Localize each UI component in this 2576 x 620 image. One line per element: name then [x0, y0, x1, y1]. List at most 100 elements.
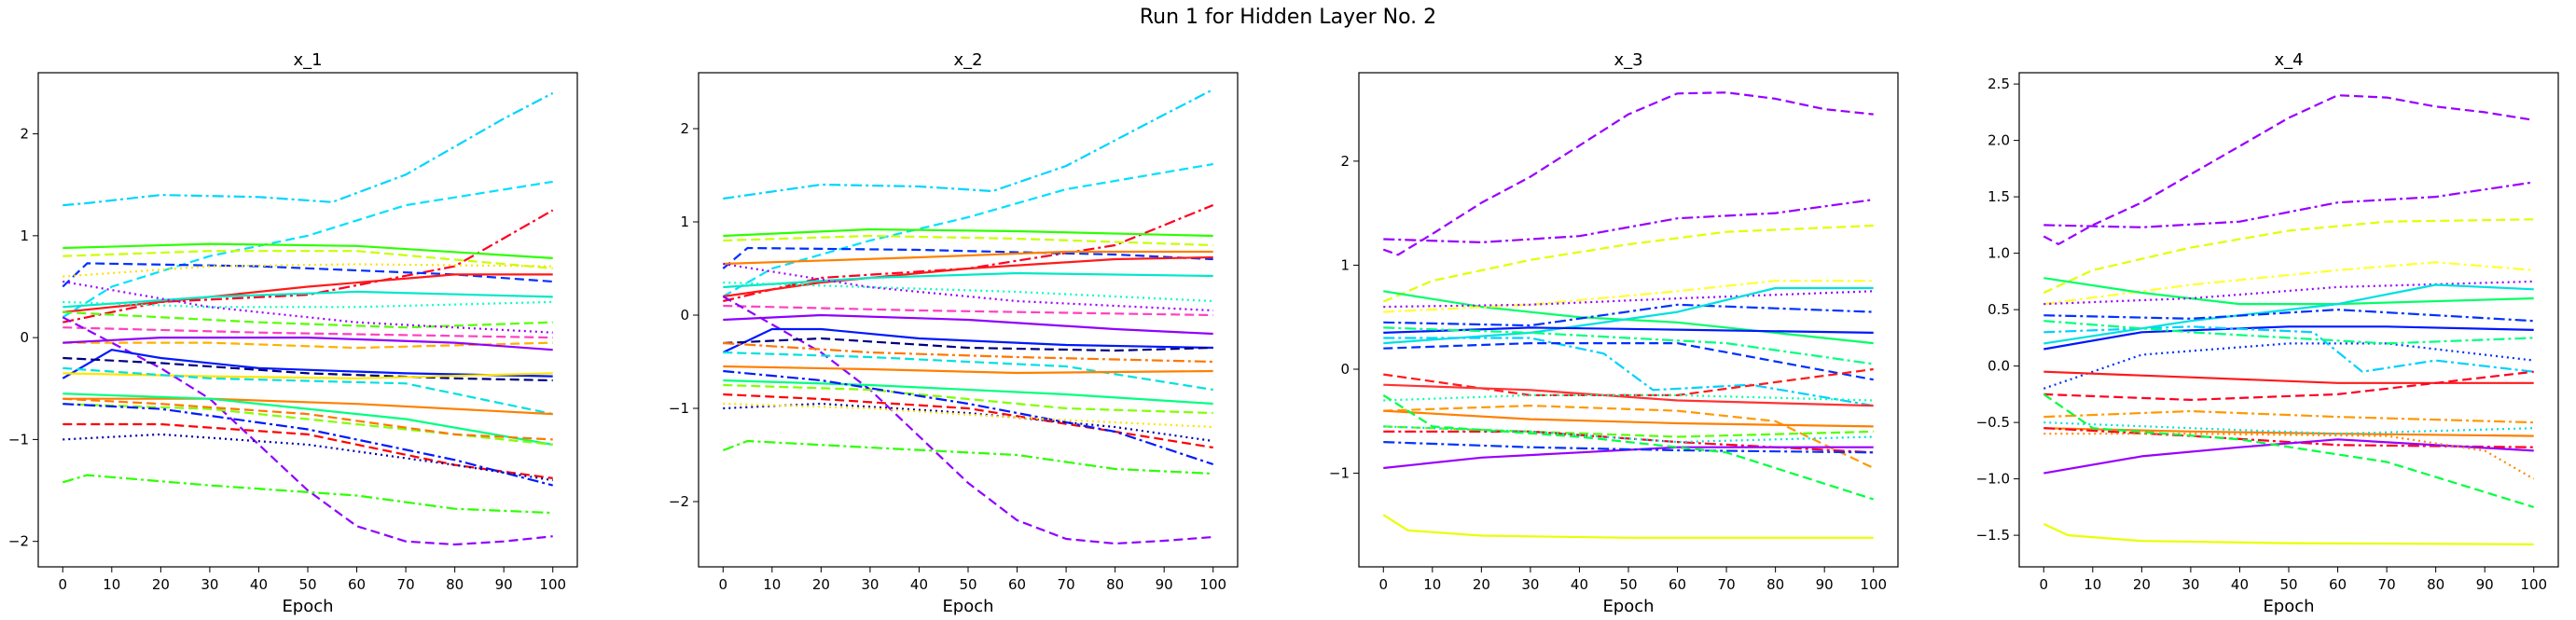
- series-line-9: [2043, 325, 2534, 351]
- series-line-15: [1383, 405, 1875, 469]
- series-line-1: [1382, 91, 1874, 256]
- x-tick-label: 10: [103, 576, 120, 593]
- series-line-8: [62, 263, 553, 278]
- series-line-3: [2043, 218, 2534, 294]
- series-line-14: [2043, 370, 2534, 401]
- y-tick-label: −1: [8, 431, 29, 448]
- x-tick-label: 40: [2231, 576, 2249, 593]
- x-tick-label: 30: [861, 576, 879, 593]
- x-axis-label: Epoch: [1602, 597, 1654, 616]
- x-tick-label: 30: [1521, 576, 1539, 593]
- series-line-6: [1383, 303, 1874, 327]
- x-tick-label: 30: [2181, 576, 2199, 593]
- series-line-13: [723, 313, 1213, 336]
- series-line-25: [723, 402, 1213, 429]
- x-tick-label: 60: [348, 576, 366, 593]
- y-tick-label: 2.5: [1987, 76, 2010, 92]
- x-axis-label: Epoch: [282, 597, 333, 616]
- series-line-20: [62, 366, 553, 416]
- series-line-13: [62, 326, 553, 339]
- series-line-18: [2043, 427, 2534, 448]
- series-group: [2043, 94, 2535, 545]
- series-line-7: [723, 255, 1213, 298]
- series-line-8: [1383, 286, 1874, 345]
- x-axis-label: Epoch: [2263, 597, 2314, 616]
- x-tick-label: 40: [250, 576, 268, 593]
- y-tick-label: 1: [680, 214, 689, 230]
- y-tick-label: −2: [8, 533, 29, 550]
- series-line-14: [722, 296, 1213, 545]
- series-line-23: [723, 369, 1214, 466]
- series-line-9: [723, 271, 1213, 289]
- series-line-17: [2043, 421, 2534, 435]
- y-tick-label: −2: [669, 493, 689, 510]
- series-line-21: [1383, 446, 1874, 470]
- x-tick-label: 20: [812, 576, 830, 593]
- series-line-5: [1383, 280, 1874, 313]
- series-line-10: [62, 300, 553, 309]
- series-line-22: [2043, 523, 2534, 545]
- series-line-5: [2043, 277, 2534, 306]
- x-tick-label: 80: [446, 576, 464, 593]
- series-line-12: [1383, 342, 1874, 381]
- x-tick-label: 10: [763, 576, 781, 593]
- series-line-12: [2043, 320, 2534, 345]
- x-tick-label: 90: [2476, 576, 2494, 593]
- x-tick-label: 20: [152, 576, 170, 593]
- series-line-5: [62, 250, 553, 269]
- series-line-28: [62, 474, 553, 515]
- x-tick-label: 0: [2039, 576, 2048, 593]
- plot-frame: [2018, 72, 2559, 568]
- y-tick-label: 0: [20, 329, 29, 346]
- series-line-2: [722, 162, 1213, 297]
- series-line-4: [62, 242, 553, 259]
- series-line-23: [62, 403, 553, 446]
- subplot-title: x_1: [293, 50, 322, 70]
- series-line-2: [62, 180, 553, 319]
- subplot-x1: 0 10 20 30 40 50 60 70 80 90 100 −2 −1 0 1 2 x_1 Epoch: [8, 50, 578, 616]
- series-line-19: [2043, 438, 2534, 475]
- x-tick-label: 90: [1156, 576, 1173, 593]
- x-tick-label: 40: [910, 576, 928, 593]
- series-line-17: [62, 349, 553, 379]
- x-tick-label: 70: [2378, 576, 2396, 593]
- series-group: [62, 91, 554, 546]
- x-tick-label: 20: [2133, 576, 2151, 593]
- y-tick-label: −0.5: [1976, 414, 2010, 431]
- x-tick-label: 30: [201, 576, 218, 593]
- y-tick-label: 1.5: [1987, 188, 2010, 205]
- y-tick-label: 2: [680, 120, 689, 137]
- x-tick-label: 60: [1669, 576, 1686, 593]
- x-tick-label: 50: [2279, 576, 2297, 593]
- x-tick-label: 60: [1008, 576, 1026, 593]
- series-line-7: [62, 273, 553, 313]
- series-line-8: [723, 250, 1213, 266]
- series-line-13: [1383, 367, 1874, 396]
- subplot-title: x_2: [953, 50, 982, 70]
- series-line-3: [723, 203, 1214, 303]
- series-line-4: [1383, 290, 1874, 345]
- x-tick-label: 0: [1378, 576, 1388, 593]
- y-tick-label: −1.0: [1976, 471, 2010, 488]
- x-tick-label: 90: [495, 576, 513, 593]
- series-line-11: [2043, 325, 2534, 373]
- y-tick-label: 0: [680, 307, 689, 324]
- series-line-11: [62, 310, 553, 329]
- x-tick-label: 100: [2520, 576, 2547, 593]
- series-line-6: [722, 246, 1213, 269]
- series-line-12: [62, 280, 553, 334]
- figure-title: Run 1 for Hidden Layer No. 2: [1139, 6, 1437, 29]
- series-line-22: [723, 393, 1213, 449]
- series-line-22: [62, 393, 553, 446]
- series-line-19: [723, 365, 1213, 375]
- series-line-16: [62, 316, 553, 546]
- series-line-10: [2043, 342, 2534, 390]
- subplot-title: x_3: [1613, 50, 1642, 70]
- subplot-title: x_4: [2274, 50, 2303, 70]
- series-line-11: [1383, 337, 1874, 407]
- series-line-26: [62, 403, 553, 487]
- x-tick-label: 70: [397, 576, 415, 593]
- series-line-7: [2043, 283, 2534, 345]
- series-line-9: [62, 290, 553, 309]
- series-line-2: [2043, 181, 2534, 228]
